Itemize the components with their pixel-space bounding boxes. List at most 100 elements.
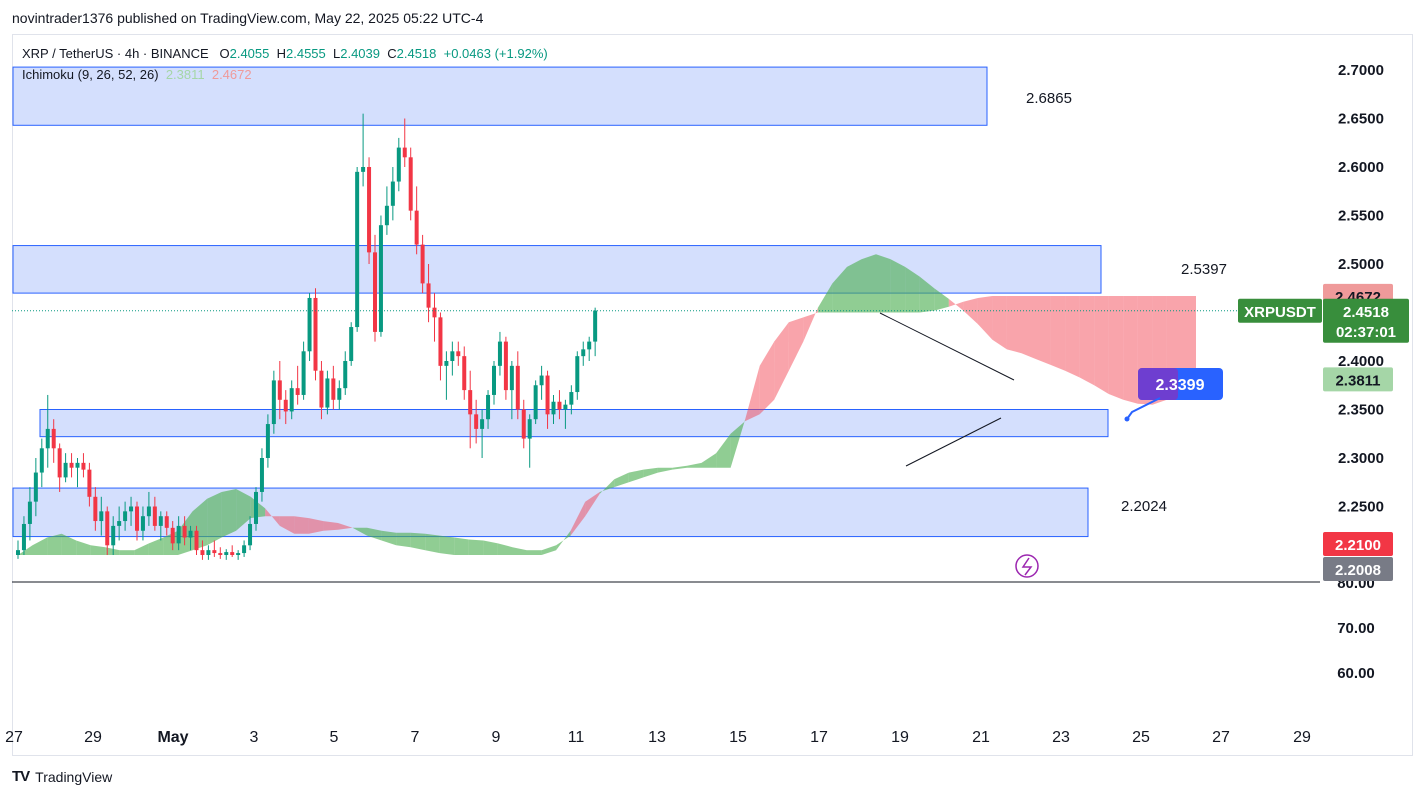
cloud-segment <box>483 540 498 555</box>
candle-body <box>289 388 294 412</box>
candle-body <box>444 361 449 366</box>
candle-body <box>557 401 562 410</box>
open-value: 2.4055 <box>229 46 270 61</box>
axis-price-tag <box>1323 557 1393 581</box>
cloud-segment <box>1123 296 1138 404</box>
time-tick-label: 27 <box>5 729 23 746</box>
candle-body <box>474 414 479 429</box>
cloud-segment <box>861 254 876 313</box>
support-resistance-zone <box>12 66 988 126</box>
indicator-legend[interactable]: Ichimoku (9, 26, 52, 26) 2.3811 2.4672 <box>22 67 252 82</box>
candle-body <box>16 550 20 555</box>
chart-frame[interactable] <box>12 34 1413 756</box>
candle-body <box>140 516 145 531</box>
candle-body <box>575 356 580 393</box>
axis-price-tag <box>1323 367 1393 392</box>
cloud-segment <box>847 259 862 313</box>
candle-body <box>492 365 496 395</box>
cloud-segment <box>1006 296 1022 354</box>
candle-body <box>176 525 181 544</box>
cloud-segment <box>1181 296 1196 389</box>
footer-brand[interactable]: TV TradingView <box>12 768 112 785</box>
cloud-segment <box>570 501 586 536</box>
candle-body <box>158 516 163 526</box>
candle-body <box>248 523 253 546</box>
candle-body <box>414 210 419 245</box>
cloud-segment <box>628 469 644 483</box>
candle-body <box>337 388 342 400</box>
candle-body <box>343 361 348 389</box>
time-axis[interactable]: 27 29 May 3 5 7 9 11 13 15 17 19 21 23 25 27 29 <box>5 729 1311 746</box>
candle-body <box>194 530 199 551</box>
candle-body <box>539 375 544 386</box>
candle-body <box>57 448 62 478</box>
candle-body <box>355 171 360 328</box>
cloud-segment <box>817 283 833 313</box>
cloud-segment <box>832 266 847 313</box>
time-tick-label: 29 <box>84 729 102 746</box>
countdown-label: 02:37:01 <box>1336 324 1396 341</box>
candle-body <box>325 378 330 408</box>
candle-body <box>527 419 532 439</box>
cloud-segment <box>221 489 237 538</box>
cloud-segment <box>919 276 935 313</box>
candle-body <box>129 506 134 512</box>
candle-body <box>182 525 187 538</box>
candle-body <box>21 523 26 551</box>
candle-body <box>111 525 116 546</box>
close-value: 2.4518 <box>396 46 437 61</box>
candle-body <box>87 469 92 497</box>
candle-body <box>170 527 175 544</box>
candle-body <box>587 341 592 350</box>
candle-body <box>135 506 139 531</box>
cloud-segment <box>279 516 295 534</box>
candle-body <box>384 205 389 226</box>
candle-body <box>373 252 377 332</box>
candle-body <box>432 307 437 318</box>
price-tick-label: 2.3000 <box>1338 450 1384 467</box>
candle-body <box>509 365 514 391</box>
candle-body <box>236 553 241 555</box>
candle-body <box>188 530 193 538</box>
candle-body <box>581 349 586 357</box>
candle-body <box>93 496 98 522</box>
candle-body <box>521 409 526 439</box>
cloud-segment <box>672 465 687 470</box>
candle-body <box>45 428 50 449</box>
zone-level-label: 2.6865 <box>1026 90 1072 107</box>
price-tick-label: 2.4000 <box>1338 353 1384 370</box>
axis-price-tag-label: 2.2100 <box>1335 537 1381 554</box>
cloud-segment <box>119 550 135 555</box>
cloud-segment <box>1021 296 1036 360</box>
cloud-segment <box>599 479 615 494</box>
cloud-segment <box>585 492 600 517</box>
candle-body <box>551 401 556 415</box>
time-tick-label: 5 <box>330 729 339 746</box>
cloud-segment <box>1065 296 1080 378</box>
indicator-name: Ichimoku (9, 26, 52, 26) <box>22 67 159 82</box>
cloud-segment <box>497 543 513 555</box>
cloud-segment <box>396 532 411 548</box>
cloud-segment <box>512 547 527 555</box>
cloud-segment <box>236 489 251 531</box>
candle-body <box>468 390 473 415</box>
open-label: O <box>219 46 230 61</box>
cloud-segment <box>657 467 673 473</box>
price-axis[interactable]: 2.70002.65002.60002.55002.50002.45002.40… <box>1337 62 1384 682</box>
time-tick-label: 29 <box>1293 729 1311 746</box>
price-tick-label: 2.6500 <box>1338 111 1384 128</box>
cloud-segment <box>439 535 455 555</box>
cloud-segment <box>367 527 382 541</box>
candle-body <box>426 283 431 308</box>
cloud-segment <box>1108 296 1124 400</box>
price-tick-label: 2.5500 <box>1338 208 1384 225</box>
high-value: 2.4555 <box>286 46 326 61</box>
candle-body <box>254 491 258 524</box>
cloud-segment <box>76 540 91 555</box>
cloud-segment <box>1036 296 1051 365</box>
price-callout-accent <box>1138 368 1178 400</box>
cloud-segment <box>207 492 222 546</box>
price-tick-label: 2.2500 <box>1338 499 1384 516</box>
candle-body <box>313 297 318 371</box>
